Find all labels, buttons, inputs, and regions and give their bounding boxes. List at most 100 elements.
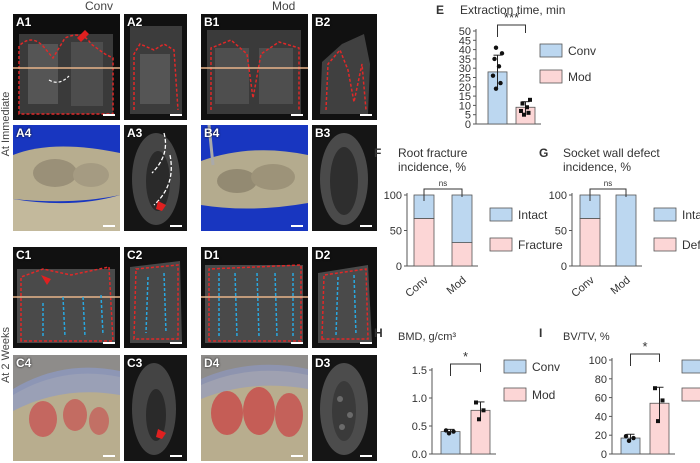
legend-swatch — [489, 237, 513, 252]
scale-bar — [291, 225, 303, 227]
y-tick-label: 50 — [459, 26, 471, 38]
data-point — [626, 438, 632, 444]
y-tick-label: 0 — [465, 119, 471, 131]
y-tick-label: 50 — [555, 226, 567, 238]
y-tick-label: 1.5 — [412, 365, 427, 377]
y-tick-label: 1.0 — [412, 393, 427, 405]
y-tick-label: 0.0 — [412, 449, 427, 461]
chart-title: BV/TV, % — [563, 331, 610, 343]
micro-ct-panel-D2: D2 — [312, 247, 377, 348]
data-point — [451, 429, 456, 434]
micro-ct-panel-B2: B2 — [312, 14, 377, 120]
chart-letter: F — [374, 146, 381, 160]
scale-bar — [170, 455, 182, 457]
legend-swatch — [539, 69, 563, 84]
scale-bar — [170, 114, 182, 116]
y-tick-label: 10 — [459, 100, 471, 112]
micro-ct-panel-B1: B1 — [201, 14, 308, 120]
micro-ct-panel-C2: C2 — [124, 247, 187, 348]
legend-label: Mod — [532, 388, 555, 402]
legend-swatch — [503, 359, 527, 374]
panel-label-C1: C1 — [16, 248, 32, 262]
bar-intact — [615, 194, 637, 267]
bar-conv — [440, 431, 461, 455]
header-mod: Mod — [272, 0, 296, 13]
scale-bar — [360, 225, 372, 227]
ct-image-B1 — [201, 14, 308, 120]
data-point — [528, 97, 532, 102]
ct-image-B2 — [312, 14, 377, 120]
panel-label-A4: A4 — [16, 126, 32, 140]
data-point — [481, 408, 486, 413]
3d-render-B4 — [201, 125, 308, 231]
data-point — [526, 110, 531, 115]
y-tick-label: 30 — [459, 63, 471, 75]
scale-bar — [170, 225, 182, 227]
legend-label: Intact — [682, 208, 700, 222]
scale-bar — [291, 114, 303, 116]
chart-letter: E — [436, 3, 444, 17]
panel-label-B3: B3 — [315, 126, 331, 140]
scale-bar — [360, 114, 372, 116]
y-tick-label: 0.5 — [412, 421, 427, 433]
x-tick-label: Mod — [609, 274, 633, 297]
ct-image-B3 — [312, 125, 377, 231]
chart-letter: I — [539, 326, 542, 340]
legend-swatch — [681, 359, 700, 374]
panel-label-D4: D4 — [204, 356, 220, 370]
data-point — [498, 80, 503, 86]
chart-E: E Extraction time, min 0510152025303540455… — [436, 3, 596, 131]
data-point — [525, 105, 529, 110]
panel-label-D3: D3 — [315, 356, 331, 370]
data-point — [499, 51, 505, 56]
chart-title: incidence, % — [563, 160, 631, 174]
ct-image-C1 — [13, 247, 120, 348]
ct-image-A3 — [124, 125, 187, 231]
scale-bar — [103, 455, 115, 457]
panel-label-B2: B2 — [315, 15, 331, 29]
data-point — [493, 45, 499, 50]
chart-H: H BMD, g/cm³ 0.0 0.5 1.0 1.5 * Conv Mod — [374, 326, 560, 461]
y-tick-label: 0 — [561, 261, 567, 273]
data-point — [623, 433, 629, 439]
ct-image-A1 — [13, 14, 120, 120]
data-point — [519, 108, 523, 113]
significance-label: ns — [439, 179, 447, 188]
legend-swatch — [681, 387, 700, 402]
data-point — [443, 428, 449, 433]
chart-letter: G — [539, 146, 548, 160]
panel-label-D1: D1 — [204, 248, 220, 262]
chart-title: Extraction time, min — [460, 3, 565, 17]
x-tick-label: Mod — [445, 274, 469, 297]
ct-image-D1 — [201, 247, 308, 348]
significance-bracket — [589, 188, 627, 201]
header-conv: Conv — [85, 0, 114, 13]
render-panel-D4: D4 — [201, 355, 308, 461]
chart-title: BMD, g/cm³ — [398, 331, 456, 343]
data-point — [656, 419, 660, 424]
3d-render-A4 — [13, 125, 120, 231]
panel-label-B1: B1 — [204, 15, 220, 29]
ct-image-C2 — [124, 247, 187, 348]
legend-swatch — [539, 43, 563, 58]
render-panel-B4: B4 — [201, 125, 308, 231]
panel-label-A3: A3 — [127, 126, 143, 140]
micro-ct-panel-B3: B3 — [312, 125, 377, 231]
legend-label: Mod — [568, 70, 591, 84]
bar-defect — [579, 218, 601, 267]
ct-image-D2 — [312, 247, 377, 348]
y-tick-label: 25 — [459, 73, 471, 85]
panel-label-B4: B4 — [204, 126, 220, 140]
legend-swatch — [653, 207, 677, 222]
scale-bar — [103, 225, 115, 227]
panel-label-D2: D2 — [315, 248, 331, 262]
data-point — [631, 435, 636, 441]
y-tick-label: 80 — [595, 374, 607, 386]
legend-label: Conv — [532, 360, 560, 374]
bar-fracture — [413, 218, 435, 267]
data-point — [520, 101, 525, 106]
y-tick-label: 40 — [595, 411, 607, 423]
y-tick-label: 5 — [465, 110, 471, 122]
y-tick-label: 35 — [459, 54, 471, 66]
